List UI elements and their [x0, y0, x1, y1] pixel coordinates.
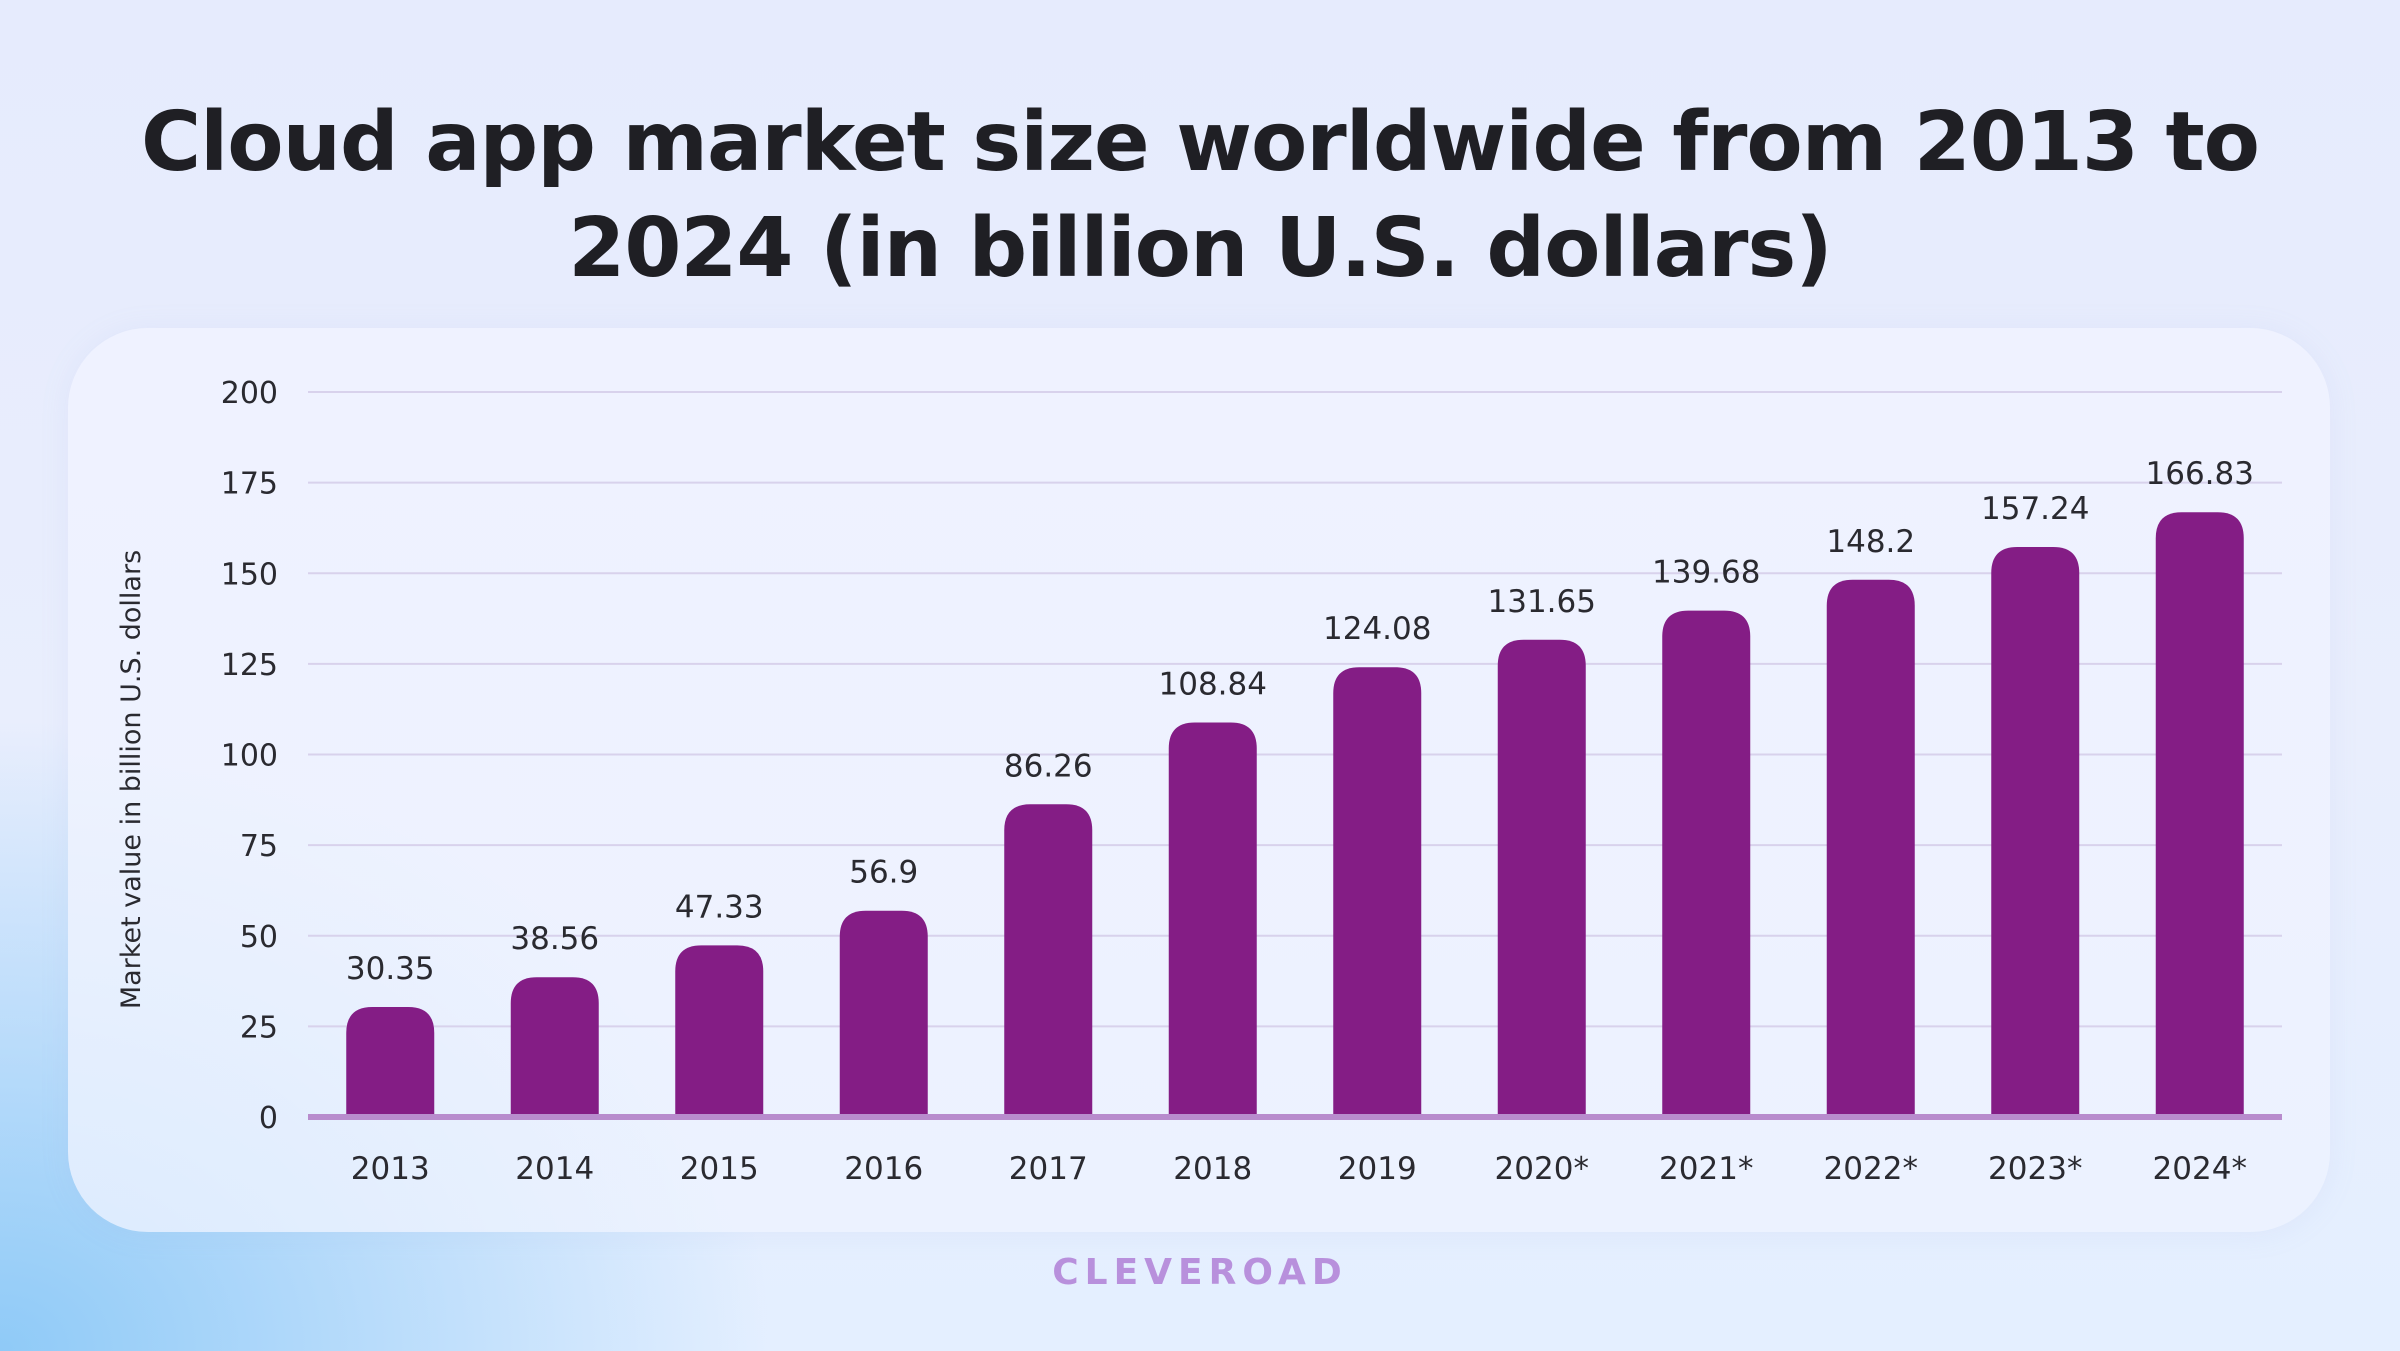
bar-2017 [1004, 804, 1093, 1117]
x-tick-label: 2024* [2153, 1151, 2247, 1187]
y-axis-ticks: 0 25 50 75 100 125 150 175 200 [221, 376, 278, 1136]
x-tick-label: 2023* [1988, 1151, 2082, 1187]
x-tick-label: 2022* [1824, 1151, 1918, 1187]
x-tick-label: 2018 [1173, 1151, 1252, 1187]
value-label: 108.84 [1159, 666, 1267, 702]
y-tick-label: 200 [221, 376, 278, 411]
x-tick-label: 2019 [1338, 1151, 1417, 1187]
value-label: 139.68 [1652, 555, 1760, 591]
value-label: 38.56 [510, 921, 599, 957]
y-tick-label: 175 [221, 467, 278, 502]
y-tick-label: 100 [221, 739, 278, 774]
brand-logo-text: CLEVEROAD [1052, 1252, 1348, 1293]
value-label: 47.33 [675, 889, 764, 925]
bar-2024 [2155, 512, 2244, 1117]
page-title: Cloud app market size worldwide from 201… [140, 95, 2260, 296]
bar-2023 [1991, 547, 2080, 1117]
value-label: 86.26 [1004, 748, 1093, 784]
x-tick-label: 2017 [1009, 1151, 1088, 1187]
bar-2014 [510, 977, 599, 1117]
bars [346, 512, 2244, 1117]
bar-2019 [1333, 667, 1422, 1117]
bar-2013 [346, 1006, 435, 1117]
x-tick-label: 2021* [1659, 1151, 1753, 1187]
y-tick-label: 50 [240, 920, 278, 955]
bar-2015 [675, 945, 764, 1117]
value-label: 30.35 [346, 951, 435, 987]
bar-2018 [1168, 722, 1257, 1117]
y-axis-title: Market value in billion U.S. dollars [116, 550, 147, 1009]
value-label: 131.65 [1488, 584, 1596, 620]
x-tick-label: 2020* [1495, 1151, 1589, 1187]
value-label: 148.2 [1826, 524, 1915, 560]
y-tick-label: 0 [259, 1101, 278, 1136]
y-tick-label: 25 [240, 1010, 278, 1045]
y-tick-label: 75 [240, 829, 278, 864]
x-tick-label: 2014 [515, 1151, 594, 1187]
x-tick-label: 2016 [844, 1151, 923, 1187]
bar-2016 [839, 910, 928, 1117]
value-label: 166.83 [2146, 456, 2254, 492]
bar-2022 [1826, 579, 1915, 1117]
value-label: 124.08 [1323, 611, 1431, 647]
value-labels: 30.35 38.56 47.33 56.9 86.26 108.84 124.08 131.… [346, 456, 2254, 987]
value-label: 157.24 [1981, 491, 2089, 527]
bar-2021 [1662, 610, 1751, 1117]
y-tick-label: 125 [221, 648, 278, 683]
bar-2020 [1497, 639, 1586, 1117]
value-label: 56.9 [849, 855, 918, 891]
y-tick-label: 150 [221, 557, 278, 592]
x-tick-label: 2013 [351, 1151, 430, 1187]
x-tick-label: 2015 [680, 1151, 759, 1187]
x-axis-ticks: 2013 2014 2015 2016 2017 2018 2019 2020* 2021* 20… [351, 1151, 2247, 1187]
gridlines [308, 391, 2282, 1028]
